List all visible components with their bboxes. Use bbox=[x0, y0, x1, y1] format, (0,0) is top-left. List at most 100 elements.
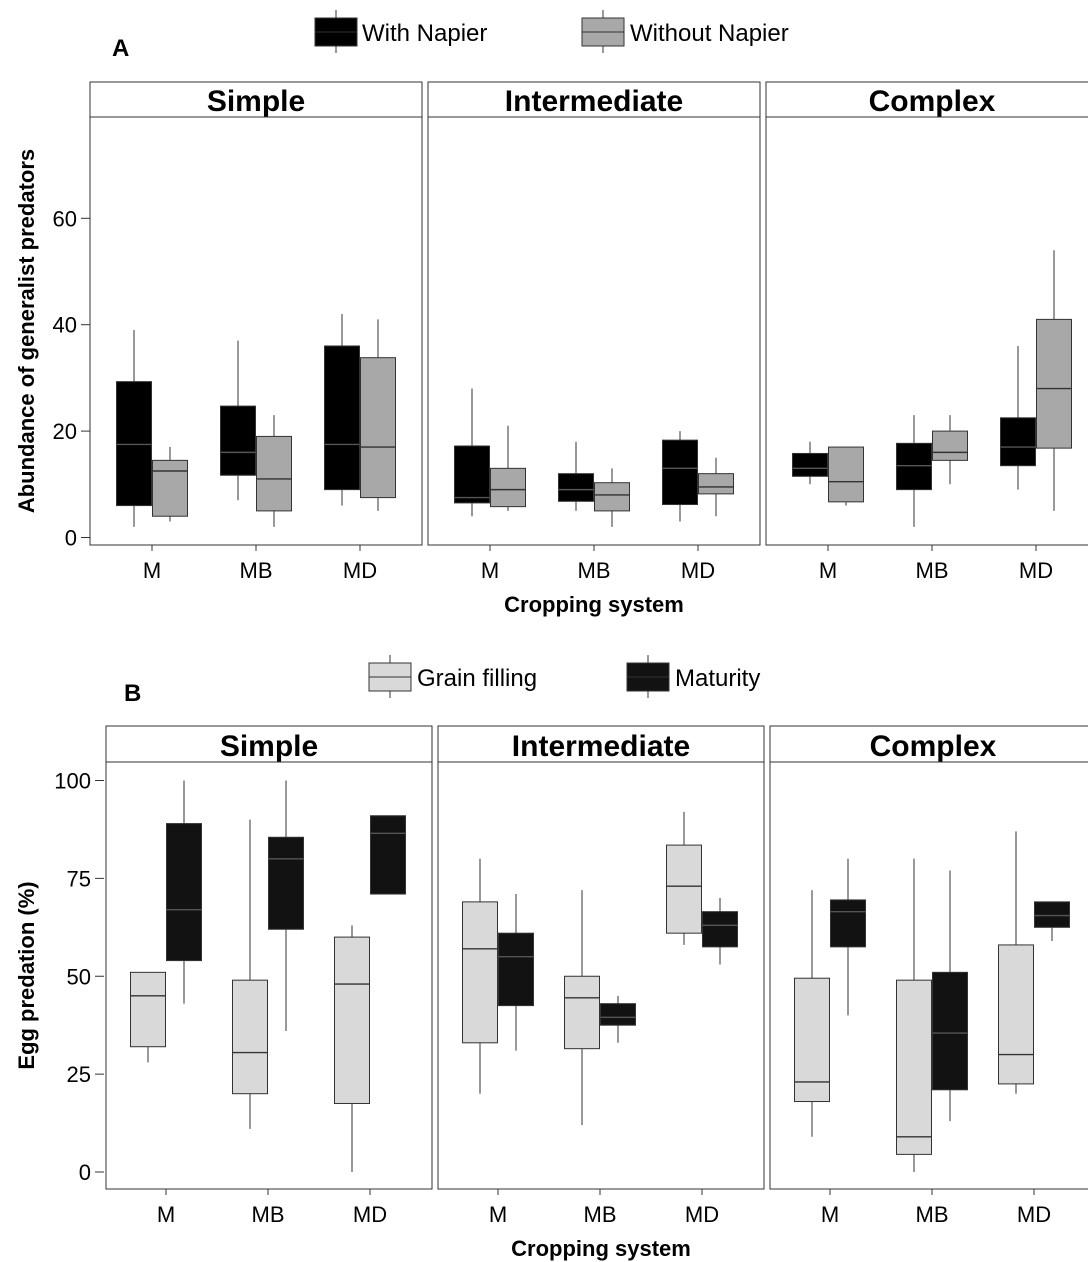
box bbox=[116, 330, 152, 527]
x-axis-title: Cropping system bbox=[504, 592, 684, 617]
box bbox=[702, 897, 738, 965]
box bbox=[932, 870, 968, 1122]
box bbox=[454, 388, 490, 517]
box-iqr bbox=[666, 844, 702, 934]
x-tick-label: MD bbox=[1017, 1202, 1051, 1227]
facet-strip-label: Complex bbox=[869, 85, 996, 118]
x-tick-label: M bbox=[481, 558, 499, 583]
box-iqr bbox=[256, 435, 292, 512]
panel-B: B Grain filling Maturity Egg predation (%) C… bbox=[14, 655, 1088, 1261]
y-tick-label: 0 bbox=[65, 526, 77, 551]
y-tick-label: 0 bbox=[79, 1160, 91, 1185]
y-axis-title: Abundance of generalist predators bbox=[14, 149, 39, 513]
box-iqr bbox=[932, 430, 968, 461]
box bbox=[370, 815, 406, 895]
facet-strip-label: Simple bbox=[207, 85, 305, 118]
facet-strip bbox=[437, 725, 765, 763]
facet-intermediate: Intermediate M MB MD bbox=[427, 81, 761, 583]
x-tick-label: MB bbox=[578, 558, 611, 583]
x-tick-label: M bbox=[157, 1202, 175, 1227]
box bbox=[932, 415, 968, 485]
panel-label: A bbox=[112, 35, 129, 62]
facet-simple: Simple M MB MD bbox=[105, 725, 433, 1227]
y-axis-title: Egg predation (%) bbox=[14, 881, 39, 1069]
box-iqr bbox=[702, 911, 738, 948]
box-iqr bbox=[564, 975, 600, 1050]
box bbox=[462, 858, 498, 1094]
box bbox=[1034, 901, 1070, 942]
box-iqr bbox=[130, 971, 166, 1048]
box-iqr bbox=[932, 971, 968, 1091]
x-tick-label: MD bbox=[343, 558, 377, 583]
box-iqr bbox=[360, 357, 396, 499]
box bbox=[256, 415, 292, 527]
box-iqr bbox=[594, 482, 630, 512]
y-tick-label: 40 bbox=[53, 313, 77, 338]
panel-label: B bbox=[124, 680, 141, 707]
x-tick-label: MD bbox=[685, 1202, 719, 1227]
box-iqr bbox=[1036, 318, 1072, 449]
box bbox=[232, 819, 268, 1129]
box bbox=[662, 431, 698, 522]
box-iqr bbox=[152, 459, 188, 517]
x-tick-label: M bbox=[821, 1202, 839, 1227]
facet-simple: Simple M MB MD bbox=[89, 81, 423, 583]
box-iqr bbox=[794, 977, 830, 1103]
box bbox=[828, 446, 864, 506]
box bbox=[360, 319, 396, 511]
facet-strip-label: Intermediate bbox=[512, 730, 690, 763]
facet-strip-label: Simple bbox=[220, 730, 318, 763]
y-tick-label: 50 bbox=[67, 964, 91, 989]
box bbox=[152, 447, 188, 522]
legend-label: Grain filling bbox=[417, 665, 537, 692]
legend-item: Without Napier bbox=[581, 10, 789, 53]
box-iqr bbox=[334, 936, 370, 1104]
legend-item: With Napier bbox=[314, 10, 487, 53]
y-tick-label: 20 bbox=[53, 419, 77, 444]
box-iqr bbox=[268, 836, 304, 930]
box-iqr bbox=[600, 1003, 636, 1026]
box-iqr bbox=[1034, 901, 1070, 928]
facet-strip bbox=[769, 725, 1088, 763]
box-iqr bbox=[370, 815, 406, 895]
box-iqr bbox=[116, 381, 152, 507]
box-iqr bbox=[232, 979, 268, 1095]
box bbox=[896, 858, 932, 1172]
box bbox=[830, 858, 866, 1016]
box-iqr bbox=[792, 452, 828, 477]
facet-strip-label: Complex bbox=[870, 730, 997, 763]
box-iqr bbox=[220, 405, 256, 476]
box bbox=[166, 780, 202, 1004]
box bbox=[794, 890, 830, 1137]
y-tick-label: 75 bbox=[67, 866, 91, 891]
box bbox=[564, 890, 600, 1126]
box-iqr bbox=[698, 473, 734, 495]
box-iqr bbox=[828, 446, 864, 503]
x-tick-label: MD bbox=[1019, 558, 1053, 583]
legend-label: Maturity bbox=[675, 665, 760, 692]
box-iqr bbox=[1000, 417, 1036, 467]
x-tick-label: MB bbox=[240, 558, 273, 583]
x-tick-label: M bbox=[143, 558, 161, 583]
legend-label: Without Napier bbox=[630, 20, 789, 47]
y-tick-label: 25 bbox=[67, 1062, 91, 1087]
box bbox=[896, 415, 932, 527]
box bbox=[1000, 345, 1036, 490]
legend-item: Grain filling bbox=[368, 655, 537, 698]
x-tick-label: M bbox=[819, 558, 837, 583]
facet-strip bbox=[89, 81, 423, 118]
y-tick-label: 100 bbox=[54, 769, 91, 794]
x-axis-title: Cropping system bbox=[511, 1236, 691, 1261]
legend-label: With Napier bbox=[362, 20, 487, 47]
box-iqr bbox=[498, 932, 534, 1007]
x-tick-label: MB bbox=[252, 1202, 285, 1227]
box bbox=[558, 441, 594, 511]
box-iqr bbox=[896, 979, 932, 1155]
box bbox=[268, 780, 304, 1032]
facet-complex: Complex M MB MD bbox=[769, 725, 1088, 1227]
x-tick-label: MD bbox=[681, 558, 715, 583]
box-iqr bbox=[662, 439, 698, 506]
facet-strip bbox=[427, 81, 761, 118]
facet-strip bbox=[765, 81, 1088, 118]
